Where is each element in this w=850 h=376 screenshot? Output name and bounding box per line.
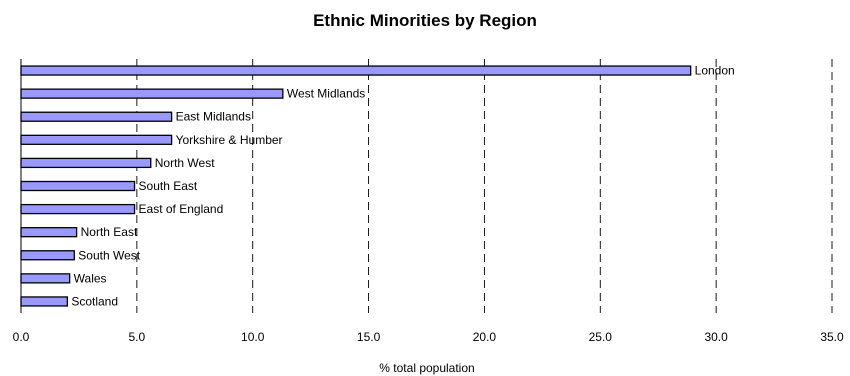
bars — [20, 65, 692, 307]
x-tick-label: 20.0 — [473, 330, 497, 344]
bar — [20, 134, 173, 145]
bar — [20, 88, 284, 99]
bar-labels: London West Midlands East Midlands Yorkshir… — [71, 64, 734, 309]
bar-label: South East — [139, 179, 198, 193]
x-tick-label: 25.0 — [589, 330, 613, 344]
bar-label: London — [695, 64, 735, 78]
bar — [20, 296, 68, 307]
bar — [20, 111, 173, 122]
x-tick-label: 0.0 — [13, 330, 30, 344]
x-axis-label: % total population — [379, 361, 474, 375]
bar-label: Scotland — [71, 294, 118, 308]
bar — [20, 250, 75, 261]
bar — [20, 180, 136, 192]
x-tick-label: 35.0 — [820, 330, 844, 344]
x-tick-label: 10.0 — [241, 330, 265, 344]
x-tick-label: 15.0 — [357, 330, 381, 344]
bar-label: North West — [155, 156, 215, 170]
bar — [20, 65, 692, 76]
bar-label: East Midlands — [176, 110, 251, 124]
x-tick-labels: 0.0 5.0 10.0 15.0 20.0 25.0 30.0 35.0 — [13, 330, 844, 344]
bar — [20, 273, 71, 284]
gridlines — [136, 59, 833, 313]
bar-label: Wales — [74, 271, 107, 285]
bar-label: Yorkshire & Humber — [176, 133, 283, 147]
bar — [20, 227, 78, 238]
bar — [20, 157, 152, 169]
bar — [20, 203, 136, 215]
chart-title: Ethnic Minorities by Region — [313, 11, 537, 30]
bar-label: South West — [78, 248, 140, 262]
bar-label: North East — [81, 225, 138, 239]
bar-label: West Midlands — [287, 87, 365, 101]
x-tick-label: 30.0 — [704, 330, 728, 344]
x-tick-label: 5.0 — [129, 330, 146, 344]
bar-label: East of England — [139, 202, 224, 216]
